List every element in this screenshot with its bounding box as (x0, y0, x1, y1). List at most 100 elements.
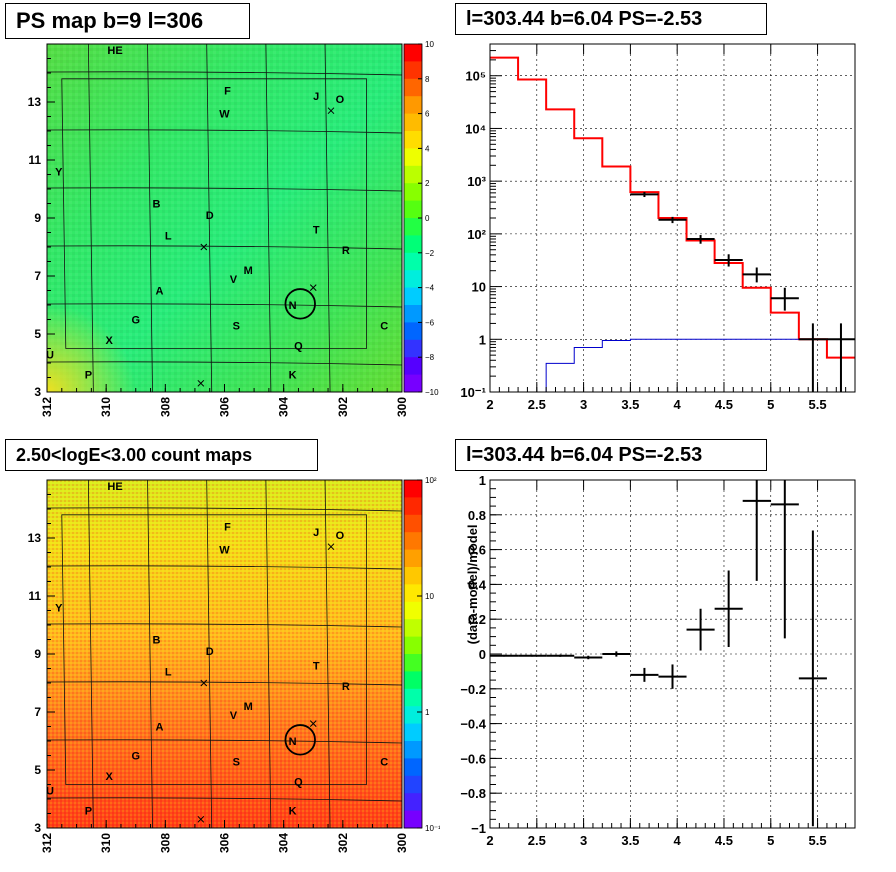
x-tick-label: 310 (99, 397, 113, 417)
y-tick-label: 9 (34, 647, 41, 661)
source-label: U (46, 785, 54, 797)
colorbar-band (404, 723, 422, 742)
x-tick-label: 2 (486, 397, 493, 412)
graticule-lat-line (46, 303, 403, 308)
source-label: Q (294, 777, 303, 789)
y-tick-label: 7 (34, 705, 41, 719)
count-map-colorbar: 10² 10 1 10⁻¹ (403, 476, 440, 833)
source-label: W (219, 545, 230, 557)
ps-map-axes: 312 310 308 306 304 302 300 13 11 9 7 5 3 (28, 43, 409, 417)
source-label: B (152, 635, 160, 647)
source-label: G (131, 315, 140, 327)
source-label: A (155, 722, 163, 734)
x-tick-label: 306 (218, 397, 232, 417)
ps-map-overlay: HE F J O W Y B D L T R MV A N G S C X Q U P K (46, 45, 388, 387)
colorbar-band (404, 165, 422, 184)
source-label: D (206, 646, 214, 658)
colorbar-band (404, 758, 422, 777)
x-tick-label: 306 (218, 833, 232, 853)
colorbar-band (404, 636, 422, 655)
x-tick-label: 308 (158, 397, 172, 417)
source-label: Q (294, 341, 303, 353)
colorbar-band (404, 218, 422, 236)
y-tick-label: 0.8 (468, 508, 486, 523)
x-tick-label: 4 (674, 397, 682, 412)
graticule-lon-line (265, 43, 272, 393)
colorbar-band (404, 671, 422, 690)
source-cross (197, 815, 205, 823)
y-tick-label: 10⁵ (465, 69, 486, 84)
source-label: M (244, 265, 253, 277)
colorbar-band (404, 235, 422, 254)
graticule-lat-line (46, 739, 403, 744)
source-label: W (219, 109, 230, 121)
x-tick-label: 3.5 (621, 397, 639, 412)
spectrum-panel: 2 2.5 3 3.5 4 4.5 5 5.5 10⁻¹ 1 10 10² 10³ 10⁴ 10⁵ l=30… (440, 0, 896, 436)
source-label: B (152, 199, 160, 211)
residual-axes: 2 2.5 3 3.5 4 4.5 5 5.5 −1 −0.8 −0.6 −0.4 −0.2 0 0.2 0.… (460, 473, 856, 848)
x-tick-label: 302 (336, 397, 350, 417)
colorbar-band (404, 688, 422, 707)
source-label: T (313, 661, 320, 673)
x-tick-label: 3 (580, 833, 587, 848)
source-label: X (105, 335, 113, 347)
source-label: C (380, 320, 388, 332)
source-label: A (155, 286, 163, 298)
source-label: P (85, 806, 92, 818)
colorbar-band (404, 514, 422, 533)
graticule-lat-line (46, 797, 403, 802)
residual-series (490, 480, 827, 827)
colorbar-tick-label: 0 (425, 214, 430, 223)
y-tick-label: −1 (471, 821, 486, 836)
source-label: S (233, 320, 240, 332)
x-tick-label: 5 (767, 833, 774, 848)
source-label: O (336, 94, 345, 106)
graticule-lon-line (87, 43, 94, 393)
colorbar-band (404, 200, 422, 219)
x-tick-label: 312 (40, 397, 54, 417)
colorbar-band (404, 741, 422, 759)
spectrum-axes: 2 2.5 3 3.5 4 4.5 5 5.5 10⁻¹ 1 10 10² 10³ 10⁴ 10⁵ (460, 43, 856, 412)
source-cross (200, 243, 208, 251)
colorbar-band (404, 497, 422, 516)
x-tick-label: 304 (277, 833, 291, 853)
x-tick-label: 5.5 (809, 833, 827, 848)
count-map-overlay: HE F J O W Y B D L T R MV A N G S C X Q U P K (46, 481, 388, 823)
colorbar-band (404, 96, 422, 115)
colorbar-band (404, 44, 422, 62)
colorbar-band (404, 584, 422, 603)
x-tick-label: 2.5 (528, 833, 546, 848)
graticule-lon-line (147, 479, 153, 829)
source-label: G (131, 751, 140, 763)
count-map-axes: 312 310 308 306 304 302 300 13 11 9 7 5 3 (28, 479, 409, 853)
colorbar-band (404, 480, 422, 498)
colorbar-band (404, 339, 422, 358)
colorbar-frame (403, 479, 423, 829)
colorbar-tick-label: 10 (425, 40, 434, 49)
x-tick-label: 312 (40, 833, 54, 853)
y-tick-label: 0.4 (468, 577, 487, 592)
y-tick-label: −0.6 (460, 751, 486, 766)
source-cross (200, 679, 208, 687)
colorbar-tick-label: −2 (425, 249, 435, 258)
x-tick-label: 3 (580, 397, 587, 412)
y-tick-label: −0.2 (460, 682, 486, 697)
y-tick-label: 5 (34, 763, 41, 777)
source-label: HE (107, 45, 122, 57)
colorbar-band (404, 78, 422, 97)
source-label: F (224, 85, 231, 97)
residual-y-axis-label: (data-model)/model (465, 524, 480, 644)
graticule-lat-line (46, 681, 403, 686)
graticule-lon-line (147, 43, 153, 393)
graticule-lat-line (46, 71, 403, 76)
colorbar-band (404, 305, 422, 323)
residual-plot: 2 2.5 3 3.5 4 4.5 5 5.5 −1 −0.8 −0.6 −0.4 −0.2 0 0.2 0.… (460, 473, 856, 848)
ps-map-title: PS map b=9 l=306 (5, 3, 250, 39)
colorbar-band (404, 775, 422, 794)
graticule-lat-line (46, 245, 403, 250)
colorbar-band (404, 706, 422, 725)
colorbar-band (404, 567, 422, 585)
source-label: N (289, 736, 297, 748)
ps-map-plot: HE F J O W Y B D L T R MV A N G S C X Q U P K 10 8 6 4 2 0 −2 −4 −6 −8… (28, 40, 439, 417)
source-label: S (233, 756, 240, 768)
